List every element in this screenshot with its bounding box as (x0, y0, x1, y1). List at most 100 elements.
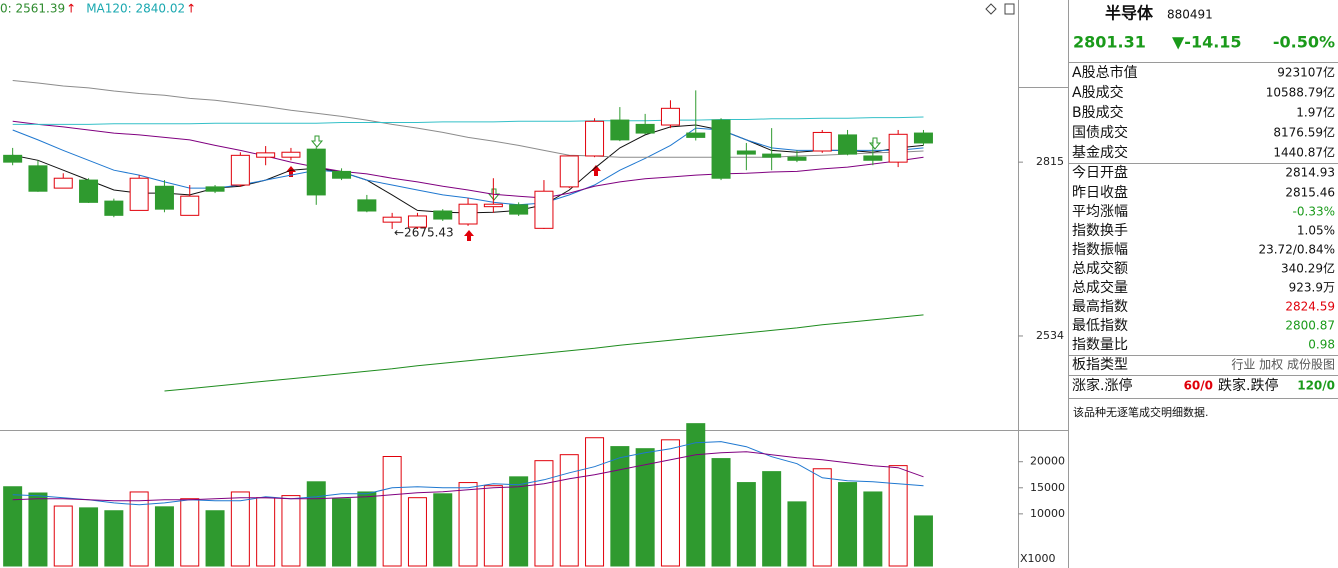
info-value: 2814.93 (1285, 166, 1335, 180)
limit-value: 60/0 (1184, 379, 1213, 393)
toolbar-icons (985, 3, 1015, 15)
y-tick-label: 2815 (1036, 155, 1064, 168)
volume-bar (509, 476, 529, 567)
diamond-icon[interactable] (985, 3, 997, 15)
candle-body (635, 123, 655, 134)
volume-bar (306, 481, 326, 567)
candle-body (559, 155, 579, 188)
info-label: 指数换手 (1072, 222, 1128, 239)
candle-body (332, 170, 352, 179)
volume-bar (104, 510, 124, 567)
ma-label: 0: 2561.39 (0, 2, 65, 16)
candle-body (888, 133, 908, 163)
ma-label: MA120: 2840.02 (86, 2, 185, 16)
buy-signal (591, 165, 601, 176)
volume-bar (660, 439, 680, 567)
info-label: A股成交 (1072, 84, 1124, 101)
candle-body (534, 190, 554, 229)
ma-arrow: ↑ (186, 2, 196, 16)
volume-bar (205, 510, 225, 567)
info-label: 指数量比 (1072, 337, 1128, 353)
volume-bar (154, 506, 174, 567)
volume-bar (483, 485, 503, 567)
volume-bar (129, 491, 149, 567)
volume-bar (79, 507, 99, 567)
quote-price: 2801.31 (1073, 33, 1146, 52)
candle-body (306, 148, 326, 196)
ma-line (12, 116, 924, 125)
info-value: 1.05% (1297, 224, 1335, 238)
info-value: 23.72/0.84% (1258, 243, 1335, 257)
candle-body (433, 210, 453, 220)
buy-signal (464, 230, 474, 241)
volume-bar (762, 471, 782, 567)
info-value: 340.29亿 (1281, 261, 1335, 276)
volume-bar (230, 491, 250, 567)
volume-ma-line (12, 441, 924, 506)
candle-body (154, 185, 174, 210)
candle-body (660, 107, 680, 126)
info-value: 10588.79亿 (1266, 85, 1335, 100)
volume-bar (787, 501, 807, 567)
ma-line (12, 120, 924, 199)
volume-bar (3, 486, 23, 567)
info-value: 8176.59亿 (1273, 125, 1335, 140)
candle-body (79, 179, 99, 203)
info-label: 基金成交 (1072, 144, 1128, 161)
info-value: 2815.46 (1285, 186, 1335, 200)
candle-body (180, 195, 200, 216)
limit-value: 120/0 (1297, 379, 1335, 393)
candle-body (281, 151, 301, 158)
candle-body (483, 203, 503, 208)
info-label: 最低指数 (1072, 318, 1128, 334)
info-value: 2824.59 (1285, 300, 1335, 314)
info-label: A股总市值 (1072, 64, 1138, 81)
volume-bar (559, 454, 579, 567)
panel-note: 该品种无逐笔成交明细数据. (1073, 405, 1209, 419)
info-value: -0.33% (1293, 205, 1335, 219)
volume-bar (686, 423, 706, 567)
candle-body (787, 156, 807, 161)
candle-body (230, 154, 250, 186)
candle-body (3, 154, 23, 163)
panel-code: 880491 (1167, 8, 1213, 22)
volume-bar (458, 482, 478, 567)
sell-signal (310, 135, 324, 148)
candle-body (28, 165, 48, 192)
info-value: 1.97亿 (1296, 105, 1335, 120)
info-value: 2800.87 (1285, 319, 1335, 333)
candle-body (736, 150, 756, 155)
info-label: 昨日收盘 (1072, 184, 1128, 201)
unit-label: X1000 (1020, 552, 1056, 565)
volume-bar (382, 456, 402, 567)
window-icon[interactable] (1004, 3, 1015, 15)
candle-body (838, 134, 858, 155)
volume-bar (433, 493, 453, 567)
quote-change: ▼-14.15 (1172, 33, 1242, 52)
info-value: 923107亿 (1277, 65, 1335, 80)
candle-body (762, 153, 782, 158)
volume-bar (736, 482, 756, 567)
volume-bar (534, 460, 554, 567)
info-label: 指数振幅 (1072, 242, 1128, 258)
candle-body (53, 177, 73, 189)
quote-change-pct: -0.50% (1273, 33, 1335, 52)
candle-body (129, 177, 149, 211)
info-value: 923.9万 (1289, 281, 1335, 295)
volume-bar (610, 446, 630, 567)
volume-bar (53, 505, 73, 567)
candle-body (382, 216, 402, 223)
candle-body (913, 132, 933, 144)
volume-bar (332, 498, 352, 567)
volume-bar (635, 448, 655, 567)
limit-label: 涨家.涨停 (1072, 377, 1132, 394)
sell-signal (868, 137, 882, 150)
info-label: 最高指数 (1072, 298, 1128, 315)
info-label: 国债成交 (1072, 124, 1128, 141)
candle-body (407, 215, 427, 228)
volume-bar (812, 468, 832, 567)
volume-bar (357, 491, 377, 567)
